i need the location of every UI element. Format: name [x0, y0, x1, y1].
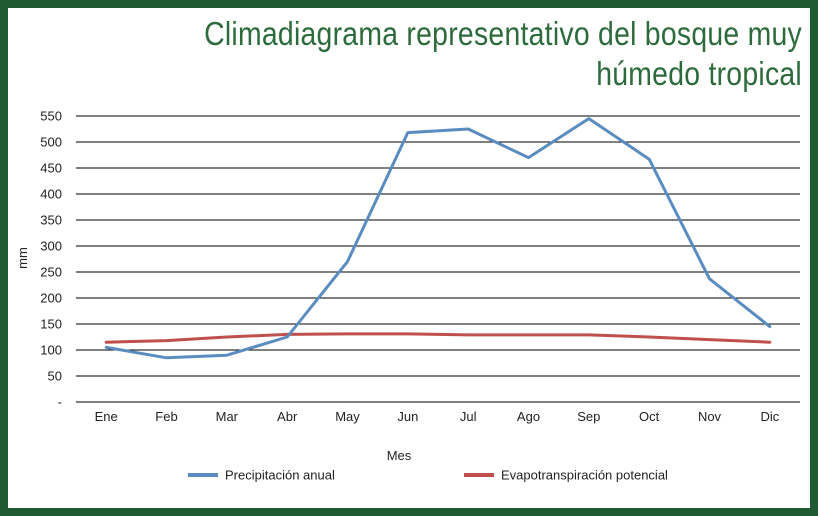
y-tick-label: 450 — [40, 161, 62, 176]
x-tick-label: Oct — [639, 409, 660, 424]
y-tick-label: 550 — [40, 109, 62, 124]
x-tick-label: Ago — [517, 409, 540, 424]
x-tick-label: Abr — [277, 409, 298, 424]
y-tick-label: 300 — [40, 239, 62, 254]
x-tick-label: May — [335, 409, 360, 424]
y-tick-label: 50 — [48, 369, 62, 384]
chart-title: Climadiagrama representativo del bosque … — [183, 14, 802, 94]
x-tick-label: Dic — [760, 409, 779, 424]
legend-label: Precipitación anual — [225, 468, 335, 483]
x-axis-label: Mes — [387, 448, 412, 463]
series-line-evapotranspiracion — [104, 332, 772, 344]
x-tick-label: Nov — [698, 409, 722, 424]
x-tick-label: Sep — [577, 409, 600, 424]
x-tick-label: Jun — [397, 409, 418, 424]
x-tick-label: Ene — [95, 409, 118, 424]
legend-label: Evapotranspiración potencial — [501, 468, 668, 483]
y-tick-labels: - 50 100 150 200 250 300 350 400 450 500 550 — [40, 109, 62, 410]
x-tick-label: Feb — [155, 409, 177, 424]
y-tick-label: 250 — [40, 265, 62, 280]
y-tick-label: 500 — [40, 135, 62, 150]
series-lines — [104, 117, 772, 360]
y-axis-label: mm — [15, 247, 30, 269]
y-tick-label: 400 — [40, 187, 62, 202]
series-line-precipitacion — [104, 117, 772, 360]
chart-title-line-1: Climadiagrama representativo del bosque … — [204, 15, 803, 52]
chart-frame — [8, 8, 810, 508]
x-tick-label: Jul — [460, 409, 477, 424]
x-tick-label: Mar — [216, 409, 239, 424]
y-tick-label: 100 — [40, 343, 62, 358]
chart-title-line-2: húmedo tropical — [596, 55, 802, 92]
y-tick-label: 200 — [40, 291, 62, 306]
y-tick-label: 150 — [40, 317, 62, 332]
legend: Precipitación anual Evapotranspiración po… — [188, 468, 668, 483]
y-tick-label: - — [58, 395, 62, 410]
y-tick-label: 350 — [40, 213, 62, 228]
x-tick-labels: Ene Feb Mar Abr May Jun Jul Ago Sep Oct Nov Dic — [95, 409, 780, 424]
grid-lines — [76, 115, 800, 403]
